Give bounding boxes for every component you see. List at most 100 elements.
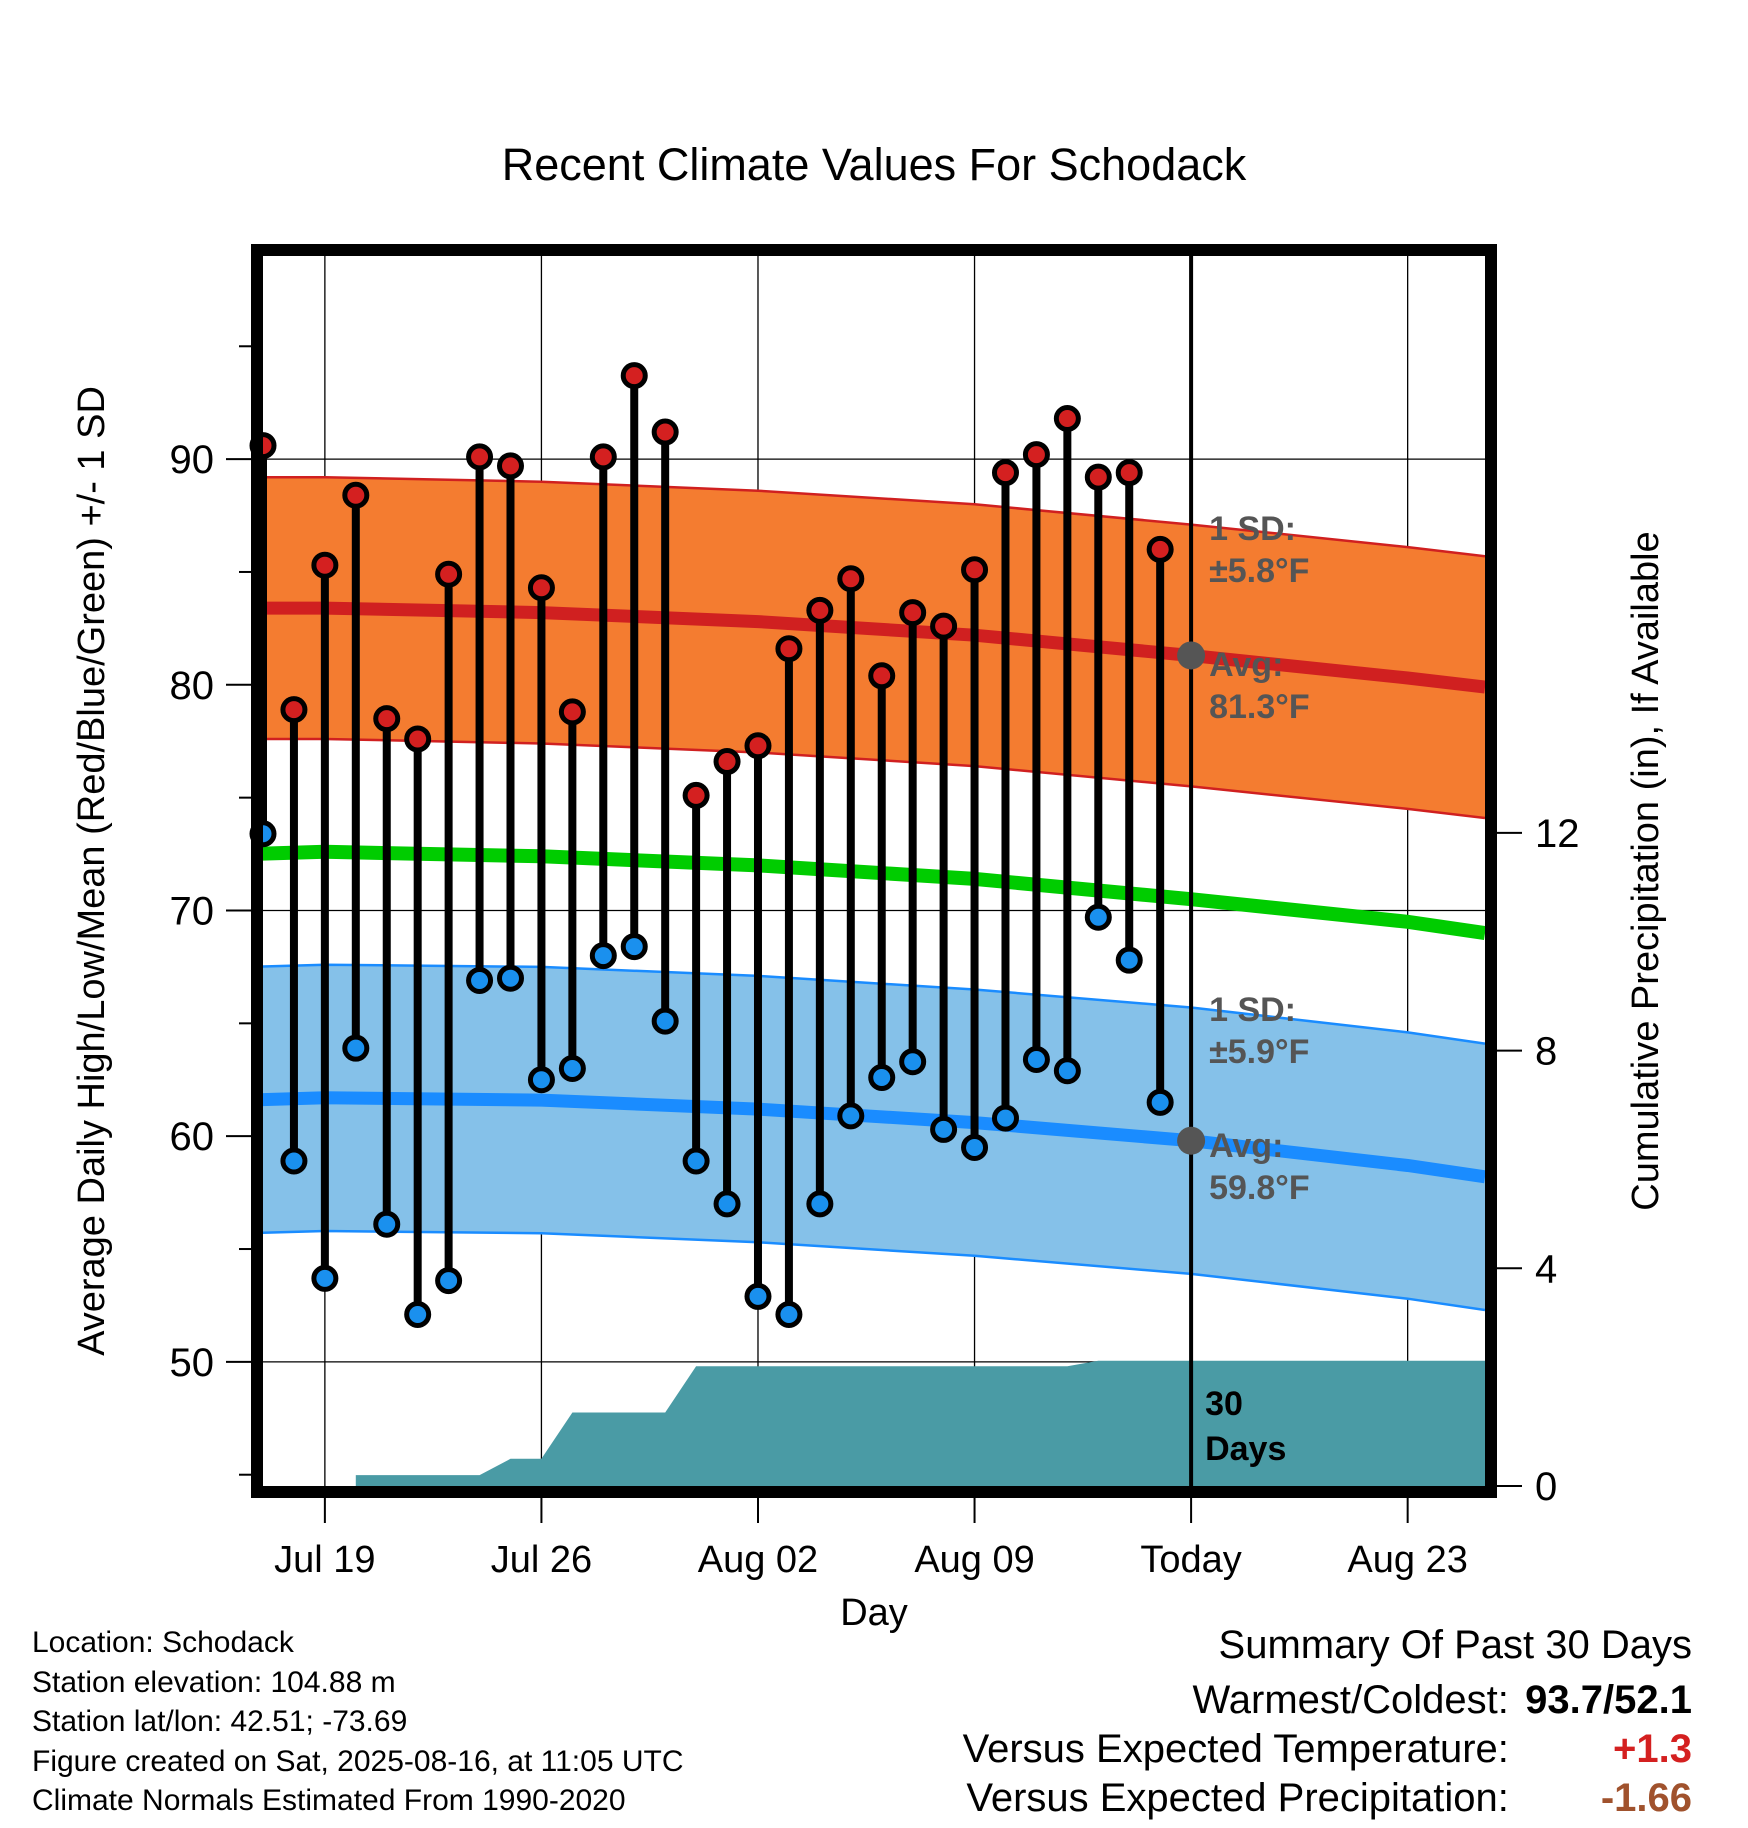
daily-high-point	[466, 443, 494, 471]
daily-low-point	[682, 1147, 710, 1175]
precipitation-anomaly-label: Versus Expected Precipitation:	[966, 1776, 1509, 1820]
daily-low-point	[837, 1102, 865, 1130]
y-tick-label-right: 8	[1535, 1030, 1557, 1074]
daily-high-point	[342, 481, 370, 509]
daily-low-point	[806, 1190, 834, 1218]
normal-low-upper-edge	[263, 963, 1485, 1045]
daily-high-point	[373, 705, 401, 733]
daily-low-point	[342, 1034, 370, 1062]
normal-high-lower-edge	[263, 737, 1485, 820]
summary-heading: Summary Of Past 30 Days	[1218, 1623, 1692, 1667]
y-tick-label-left: 70	[170, 889, 215, 933]
normal-high-sd-band	[263, 477, 1485, 818]
daily-low-point	[775, 1300, 803, 1328]
daily-observations	[249, 256, 1206, 1486]
normal-low-line	[263, 1091, 1485, 1184]
temperature-anomaly-row: Versus Expected Temperature: +1.3	[963, 1725, 1692, 1774]
x-tick-label: Jul 26	[491, 1539, 592, 1581]
normal-high-line	[263, 601, 1485, 694]
daily-low-point	[527, 1066, 555, 1094]
today-normal-high-marker	[1177, 641, 1206, 670]
daily-low-point	[991, 1104, 1019, 1132]
daily-high-point	[496, 452, 524, 480]
daily-high-point	[589, 443, 617, 471]
location-text: Location: Schodack	[32, 1626, 294, 1659]
y-tick-label-right: 4	[1535, 1247, 1557, 1291]
daily-low-point	[558, 1054, 586, 1082]
y-axis-label-left: Average Daily High/Low/Mean (Red/Blue/Gr…	[71, 386, 113, 1356]
daily-high-point	[1084, 463, 1112, 491]
annotations: 1 SD: ±5.8°F Avg: 81.3°F 1 SD: ±5.9°F Avg: 59.8…	[1205, 510, 1310, 1468]
daily-low-point	[373, 1210, 401, 1238]
daily-low-point	[713, 1190, 741, 1218]
high-avg-label: Avg:	[1209, 646, 1283, 684]
daily-high-point	[558, 698, 586, 726]
daily-low-point	[899, 1048, 927, 1076]
daily-high-point	[1115, 459, 1143, 487]
normal-mean-line	[263, 844, 1485, 941]
daily-low-point	[1146, 1088, 1174, 1116]
daily-high-point	[991, 459, 1019, 487]
daily-low-point	[280, 1147, 308, 1175]
axis-ticks: 50 60 70 80 90 0 4 8 12 Jul 19 Jul 26 Aug 02 Aug 09 T…	[170, 345, 1580, 1581]
daily-high-point	[775, 635, 803, 663]
precip-period-unit: Days	[1205, 1430, 1286, 1468]
temperature-anomaly-label: Versus Expected Temperature:	[962, 1727, 1509, 1771]
daily-low-point	[1053, 1057, 1081, 1085]
cumulative-precipitation-area	[263, 1360, 1485, 1486]
x-axis-label: Day	[840, 1592, 908, 1634]
daily-low-point	[651, 1007, 679, 1035]
low-sd-value: ±5.9°F	[1209, 1033, 1309, 1071]
y-tick-label-left: 50	[170, 1341, 215, 1385]
y-tick-label-left: 90	[170, 438, 215, 482]
high-sd-label: 1 SD:	[1209, 510, 1296, 548]
daily-high-point	[930, 612, 958, 640]
daily-low-point	[311, 1264, 339, 1292]
warmest-coldest-row: Warmest/Coldest: 93.7/52.1	[963, 1676, 1693, 1725]
temperature-anomaly-value: +1.3	[1613, 1727, 1692, 1771]
daily-high-point	[806, 596, 834, 624]
daily-low-point	[435, 1267, 463, 1295]
daily-high-point	[961, 556, 989, 584]
daily-low-point	[1022, 1045, 1050, 1073]
daily-high-point	[1146, 535, 1174, 563]
normal-low-lower-edge	[263, 1229, 1485, 1312]
high-avg-value: 81.3°F	[1209, 688, 1310, 726]
x-tick-label: Aug 09	[914, 1539, 1034, 1581]
daily-low-point	[744, 1282, 772, 1310]
daily-high-point	[899, 599, 927, 627]
plot-frame	[251, 244, 1497, 1498]
x-tick-label: Aug 23	[1347, 1539, 1467, 1581]
daily-high-point	[280, 696, 308, 724]
low-avg-label: Avg:	[1209, 1127, 1283, 1165]
low-avg-value: 59.8°F	[1209, 1169, 1310, 1207]
warmest-coldest-value: 93.7/52.1	[1525, 1678, 1692, 1722]
daily-high-point	[1022, 441, 1050, 469]
daily-low-point	[868, 1064, 896, 1092]
daily-high-point	[404, 725, 432, 753]
daily-low-point	[1115, 946, 1143, 974]
daily-high-point	[620, 362, 648, 390]
x-tick-label: Jul 19	[274, 1539, 375, 1581]
daily-high-point	[837, 565, 865, 593]
daily-low-point	[404, 1300, 432, 1328]
x-tick-label: Aug 02	[698, 1539, 818, 1581]
daily-high-point	[311, 551, 339, 579]
today-normal-low-marker	[1177, 1126, 1206, 1155]
normals-text: Climate Normals Estimated From 1990-2020	[32, 1784, 626, 1817]
y-tick-label-right: 0	[1535, 1465, 1557, 1509]
latlon-text: Station lat/lon: 42.51; -73.69	[32, 1705, 408, 1738]
precipitation-layer	[263, 1360, 1485, 1486]
normal-low-sd-band	[263, 964, 1485, 1310]
low-sd-label: 1 SD:	[1209, 991, 1296, 1029]
warmest-coldest-label: Warmest/Coldest:	[1192, 1678, 1509, 1722]
daily-low-point	[961, 1133, 989, 1161]
daily-low-point	[589, 942, 617, 970]
high-sd-value: ±5.8°F	[1209, 552, 1309, 590]
daily-high-point	[713, 748, 741, 776]
daily-low-point	[930, 1115, 958, 1143]
daily-high-point	[682, 781, 710, 809]
daily-high-point	[744, 732, 772, 760]
elevation-text: Station elevation: 104.88 m	[32, 1665, 396, 1699]
